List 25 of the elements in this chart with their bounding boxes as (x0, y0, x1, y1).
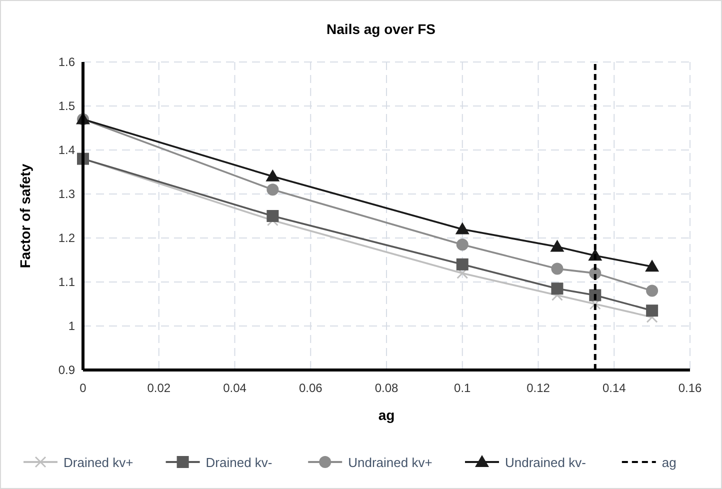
y-tick-label: 1.4 (58, 143, 76, 157)
x-tick-label: 0.02 (147, 381, 171, 395)
legend-label: ag (662, 455, 676, 470)
y-tick-label: 1.5 (58, 99, 76, 113)
x-tick-label: 0.08 (374, 381, 398, 395)
x-axis-title: ag (378, 407, 395, 423)
y-tick-label: 1.6 (58, 55, 76, 69)
x-tick-label: 0.06 (298, 381, 323, 395)
legend-label: Drained kv+ (64, 455, 134, 470)
y-tick-label: 1.2 (58, 231, 76, 245)
x-tick-label: 0.04 (223, 381, 247, 395)
legend-label: Undrained kv+ (348, 455, 432, 470)
y-tick-label: 1 (68, 319, 76, 333)
x-tick-label: 0 (80, 381, 87, 395)
x-tick-label: 0.16 (678, 381, 702, 395)
y-axis-title: Factor of safety (17, 164, 33, 268)
x-tick-label: 0.1 (454, 381, 472, 395)
y-tick-label: 1.1 (58, 275, 76, 289)
x-tick-label: 0.12 (526, 381, 550, 395)
legend-label: Undrained kv- (505, 455, 586, 470)
y-tick-label: 0.9 (58, 363, 76, 377)
legend-label: Drained kv- (206, 455, 272, 470)
chart-title: Nails ag over FS (326, 21, 436, 37)
x-tick-label: 0.14 (602, 381, 626, 395)
y-tick-label: 1.3 (58, 187, 76, 201)
